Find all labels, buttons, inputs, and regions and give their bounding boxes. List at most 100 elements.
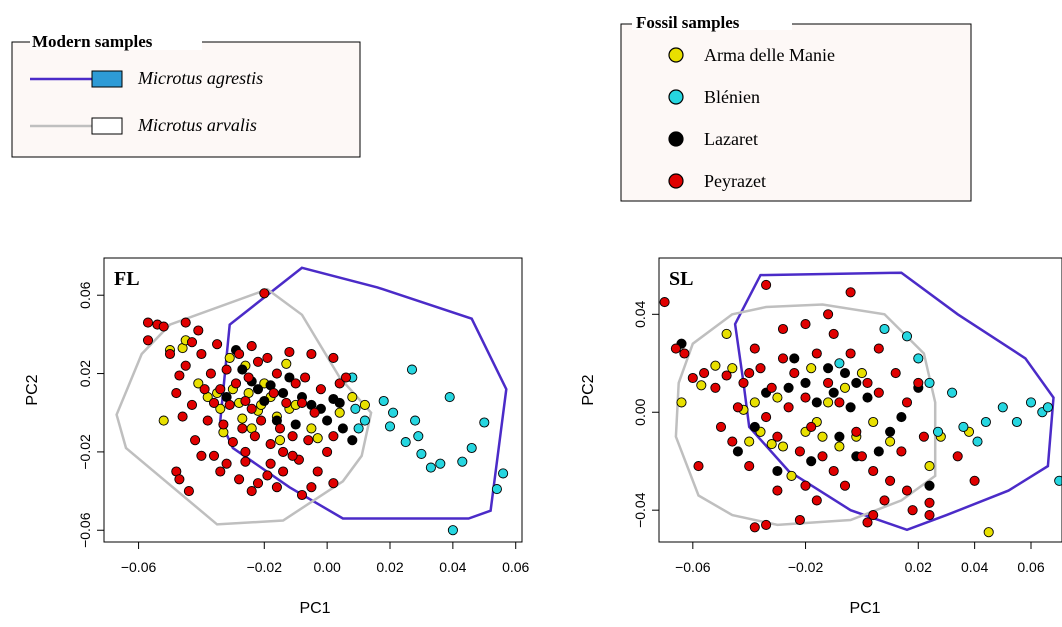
panel-fl-xtick-label-5: 0.06 [502,559,529,575]
panel-fl-point-peyrazet-72 [328,431,339,442]
panel-fl-frame [103,257,523,543]
panel-fl-point-peyrazet-0 [142,317,154,328]
legend-peyrazet-label: Peyrazet [704,171,766,191]
panel-sl-point-arma-delle-manie-18 [839,382,851,393]
legend-modern: Modern samples Microtus agrestis Microtu… [11,32,361,158]
panel-sl-point-peyrazet-26 [834,397,845,408]
panel-sl-point-peyrazet-36 [890,368,901,379]
panel-sl-point-arma-delle-manie-6 [749,397,760,408]
panel-sl-xtick-label-3: 0.04 [961,559,988,575]
panel-fl-point-arma-delle-manie-27 [334,407,345,418]
panel-fl-point-peyrazet-6 [180,360,191,371]
panel-fl-point-peyrazet-53 [334,378,345,389]
panel-sl-point-peyrazet-44 [777,323,789,335]
panel-fl-point-arma-delle-manie-0 [158,415,169,426]
panel-sl-point-blenien-7 [958,421,969,432]
panel-fl-point-blenien-15 [447,525,458,536]
panel-fl-point-peyrazet-76 [186,337,198,348]
panel-fl-point-peyrazet-16 [212,339,223,350]
panel-fl-xtick-label-4: 0.04 [439,559,466,575]
panel-sl-point-peyrazet-46 [823,309,834,320]
panel-fl-point-peyrazet-17 [215,384,226,395]
panel-sl-point-arma-delle-manie-1 [696,380,707,391]
legend-lazaret-label: Lazaret [704,129,758,149]
panel-fl-point-arma-delle-manie-7 [215,403,226,414]
panel-sl-point-peyrazet-48 [868,510,879,521]
legend-lazaret-marker [668,131,684,147]
panel-sl-point-peyrazet-59 [952,451,963,462]
panel-sl-point-peyrazet-22 [811,348,822,359]
panel-sl-point-peyrazet-54 [761,519,772,530]
panel-fl-point-peyrazet-75 [180,317,191,328]
panel-fl-point-peyrazet-36 [271,368,282,379]
panel-fl-point-peyrazet-21 [227,437,238,448]
panel-fl-ytick-label-2: 0.02 [77,360,93,387]
panel-fl-point-lazaret-14 [322,415,333,426]
panel-sl-point-blenien-6 [947,387,958,398]
panel-sl-point-peyrazet-49 [693,461,704,472]
panel-sl-point-blenien-0 [834,358,845,369]
panel-sl-point-lazaret-8 [811,397,822,408]
panel-sl-point-peyrazet-39 [907,505,918,516]
panel-sl-point-arma-delle-manie-9 [772,392,783,403]
panel-sl-point-lazaret-7 [800,377,811,388]
panel-fl-point-blenien-8 [406,364,418,375]
panel-sl-point-peyrazet-35 [885,475,896,486]
panel-fl-point-arma-delle-manie-25 [306,423,317,434]
panel-sl-point-peyrazet-21 [806,421,817,432]
panel-sl-xtick-label-2: 0.02 [905,559,932,575]
panel-sl-point-blenien-8 [972,436,983,447]
panel-fl-point-arma-delle-manie-26 [312,433,323,444]
panel-fl-point-peyrazet-50 [315,384,326,395]
panel-fl-point-peyrazet-3 [171,388,182,399]
panel-sl-point-lazaret-12 [839,368,851,379]
legend-blenien-label: Blénien [704,87,760,107]
panel-fl-point-peyrazet-78 [246,341,257,352]
panel-fl-point-peyrazet-33 [262,352,273,363]
panel-fl-point-peyrazet-65 [271,482,282,493]
panel-fl-point-peyrazet-74 [158,321,169,332]
panel-fl-point-peyrazet-18 [218,419,229,430]
panel-fl-hull-microtus-arvalis [115,287,373,526]
panel-sl-point-lazaret-10 [828,387,839,398]
panel-fl-point-peyrazet-71 [340,372,352,383]
panel-sl-point-peyrazet-58 [924,497,935,508]
panel-sl-point-peyrazet-12 [755,363,766,374]
panel-sl-point-lazaret-18 [896,412,907,423]
panel-fl-point-peyrazet-58 [221,458,232,469]
panel-sl-point-lazaret-15 [862,392,873,403]
panel-sl-point-blenien-15 [1054,475,1062,486]
panel-fl-xtick-label-2: 0.00 [314,559,341,575]
legend-arvalis-box [91,117,123,135]
panel-fl-point-peyrazet-41 [287,431,298,442]
legend-modern-title: Modern samples [32,32,153,51]
panel-sl-point-peyrazet-31 [862,377,873,388]
panel-sl-point-arma-delle-manie-2 [710,360,721,371]
panel-fl-point-lazaret-17 [337,423,348,434]
panel-sl-point-peyrazet-27 [839,480,851,491]
panel-sl-point-blenien-2 [901,331,913,342]
panel-sl-point-lazaret-1 [732,446,743,457]
panel-fl-point-lazaret-18 [347,435,358,446]
panel-sl-point-peyrazet-41 [918,431,929,442]
panel-sl-ylabel: PC2 [580,374,597,405]
panel-fl-point-blenien-10 [413,431,424,442]
panel-fl-point-peyrazet-9 [193,325,204,336]
panel-sl-point-peyrazet-10 [744,461,755,472]
panel-fl-point-peyrazet-44 [296,397,308,408]
panel-fl-point-peyrazet-22 [230,378,242,389]
panel-sl-point-blenien-10 [997,402,1008,413]
panel-sl-point-peyrazet-53 [749,522,760,533]
panel-fl-point-lazaret-10 [290,419,301,430]
panel-sl-point-lazaret-11 [834,431,845,442]
panel-fl-point-peyrazet-40 [284,346,295,358]
panel-sl-point-arma-delle-manie-13 [806,363,817,374]
panel-sl-point-lazaret-4 [772,465,783,477]
panel-fl-point-peyrazet-66 [278,466,289,477]
panel-fl-point-lazaret-8 [278,388,289,399]
panel-fl-point-peyrazet-20 [224,399,235,410]
panel-fl-point-peyrazet-64 [265,458,276,469]
panel-fl-point-arma-delle-manie-22 [281,358,292,369]
panel-fl-point-peyrazet-35 [268,388,279,399]
